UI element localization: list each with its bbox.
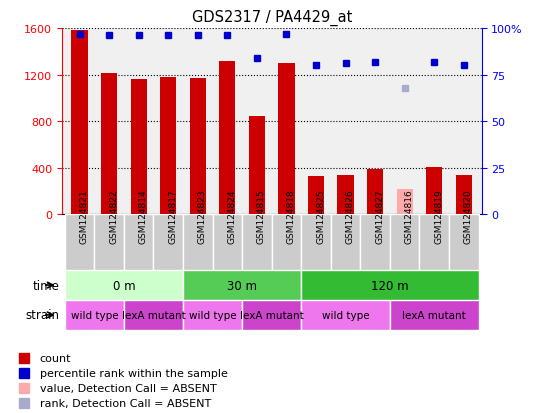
Bar [190,79,206,215]
Text: GSM124819: GSM124819 [434,189,443,244]
Bar [242,215,272,271]
Text: strain: strain [25,309,59,322]
Bar [160,78,176,215]
Text: GSM124818: GSM124818 [286,189,295,244]
Text: value, Detection Call = ABSENT: value, Detection Call = ABSENT [40,383,216,393]
Bar [213,215,242,271]
Bar [94,215,124,271]
Bar [124,215,153,271]
Bar [183,215,213,271]
Title: GDS2317 / PA4429_at: GDS2317 / PA4429_at [192,10,352,26]
Text: GSM124825: GSM124825 [316,189,325,244]
Text: GSM124822: GSM124822 [109,189,118,244]
Bar [367,169,383,215]
Bar [242,300,301,330]
Text: time: time [32,279,59,292]
Bar [301,215,331,271]
Bar [456,175,472,215]
Bar [65,215,94,271]
Text: wild type: wild type [322,310,370,320]
Bar [360,215,390,271]
Text: percentile rank within the sample: percentile rank within the sample [40,368,228,378]
Text: 120 m: 120 m [371,279,409,292]
Text: GSM124826: GSM124826 [345,189,355,244]
Text: lexA mutant: lexA mutant [402,310,466,320]
Bar [420,215,449,271]
Text: GSM124821: GSM124821 [80,189,89,244]
Text: lexA mutant: lexA mutant [122,310,186,320]
Text: rank, Detection Call = ABSENT: rank, Detection Call = ABSENT [40,398,211,408]
Bar [183,271,301,300]
Text: wild type: wild type [189,310,236,320]
Text: GSM124817: GSM124817 [168,189,177,244]
Text: GSM124824: GSM124824 [228,189,236,244]
Bar [124,300,183,330]
Text: GSM124815: GSM124815 [257,189,266,244]
Text: GSM124816: GSM124816 [405,189,414,244]
Bar [153,215,183,271]
Text: count: count [40,353,71,363]
Bar [249,117,265,215]
Bar [278,64,295,215]
Bar [337,175,353,215]
Bar [397,189,413,215]
Bar [272,215,301,271]
Bar [308,176,324,215]
Bar [220,62,236,215]
Bar [426,167,442,215]
Bar [101,74,117,215]
Bar [301,300,390,330]
Text: GSM124820: GSM124820 [464,189,473,244]
Text: GSM124823: GSM124823 [198,189,207,244]
Text: wild type: wild type [70,310,118,320]
Text: GSM124827: GSM124827 [375,189,384,244]
Bar [183,300,242,330]
Bar [72,31,88,215]
Bar [301,271,479,300]
Bar [131,80,147,215]
Bar [65,271,183,300]
Text: 30 m: 30 m [227,279,257,292]
Text: lexA mutant: lexA mutant [240,310,303,320]
Bar [65,300,124,330]
Bar [331,215,360,271]
Text: 0 m: 0 m [112,279,135,292]
Bar [390,300,479,330]
Text: GSM124814: GSM124814 [139,189,148,244]
Bar [390,215,420,271]
Bar [449,215,479,271]
